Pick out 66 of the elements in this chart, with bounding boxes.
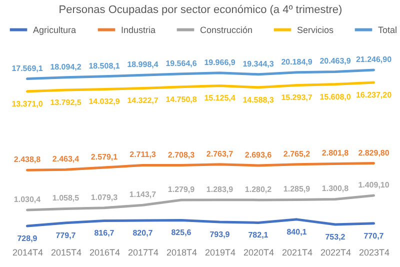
data-label: 1.279,9 [168, 184, 196, 194]
data-label: 2.801,8 [322, 148, 350, 158]
x-tick-label: 2015T4 [50, 248, 82, 258]
data-label: 825,6 [171, 228, 192, 238]
data-label: 2.708,3 [168, 150, 196, 160]
data-label: 1.058,5 [52, 194, 80, 203]
data-label: 14.750,8 [166, 94, 198, 104]
data-label: 1.300,8 [322, 184, 350, 194]
data-label: 18.998,4 [127, 60, 159, 70]
data-label: 2.579,1 [90, 152, 118, 162]
data-label: 2.438,8 [14, 155, 42, 164]
chart-title: Personas Ocupadas por sector económico (a 4º trimestre) [58, 4, 342, 16]
legend-label: Industria [121, 24, 156, 35]
x-tick-label: 2018T4 [166, 248, 198, 258]
x-tick-label: 2021T4 [282, 248, 313, 258]
data-label: 1.030,4 [14, 194, 42, 204]
data-label: 14.322,7 [127, 96, 159, 106]
data-label: 20.463,9 [320, 56, 352, 66]
data-label: 782,1 [248, 230, 269, 240]
data-label: 18.508,1 [88, 61, 120, 70]
data-label: 19.564,6 [166, 58, 198, 68]
data-label: 1.280,2 [244, 184, 272, 194]
data-label: 2.711,3 [130, 150, 156, 160]
data-label: 1.285,9 [283, 184, 311, 194]
data-label: 1.079,3 [90, 192, 118, 202]
data-label: 18.094,2 [50, 62, 82, 72]
data-label: 19.966,9 [204, 58, 236, 67]
data-label: 728,9 [17, 234, 38, 243]
x-tick-label: 2022T4 [320, 248, 352, 258]
x-tick-label: 2016T4 [89, 248, 120, 258]
legend-label: Agricultura [33, 24, 76, 35]
data-label: 17.569,1 [12, 64, 44, 73]
x-tick-label: 2017T4 [128, 248, 159, 258]
data-label: 21.246,90 [356, 55, 392, 64]
data-label: 19.344,3 [242, 59, 274, 68]
data-label: 753,2 [325, 232, 346, 242]
data-label: 2.693,6 [244, 150, 272, 160]
data-label: 1.283,9 [206, 184, 234, 194]
legend-label: Total [378, 24, 398, 35]
data-label: 1.143,7 [129, 190, 157, 200]
data-label: 2.765,2 [283, 149, 311, 158]
x-tick-label: 2023T4 [358, 248, 390, 258]
data-label: 2.763,7 [206, 149, 234, 158]
data-label: 15.608,0 [320, 92, 352, 102]
legend-label: Servicios [297, 24, 334, 35]
data-label: 820,7 [132, 228, 154, 238]
legend-label: Construcción [200, 24, 253, 35]
data-label: 1.409,10 [358, 180, 390, 190]
x-tick-label: 2014T4 [12, 248, 44, 258]
data-label: 2.463,4 [52, 154, 80, 164]
x-tick-label: 2020T4 [243, 248, 274, 258]
data-label: 13.371,0 [12, 99, 44, 108]
data-label: 770,7 [364, 231, 384, 240]
data-label: 15.125,4 [204, 94, 236, 103]
data-label: 13.792,5 [50, 98, 82, 107]
data-label: 16.237,20 [356, 90, 392, 100]
data-label: 15.293,7 [281, 93, 313, 102]
data-label: 14.032,9 [88, 97, 120, 106]
x-tick-label: 2019T4 [204, 248, 236, 258]
data-label: 20.184,9 [281, 57, 313, 66]
data-label: 14.588,3 [242, 95, 274, 104]
data-label: 793,9 [210, 230, 230, 240]
data-label: 779,7 [56, 230, 76, 240]
data-label: 840,1 [286, 227, 308, 236]
data-label: 816,7 [94, 228, 115, 238]
data-label: 2.829,80 [358, 148, 390, 158]
